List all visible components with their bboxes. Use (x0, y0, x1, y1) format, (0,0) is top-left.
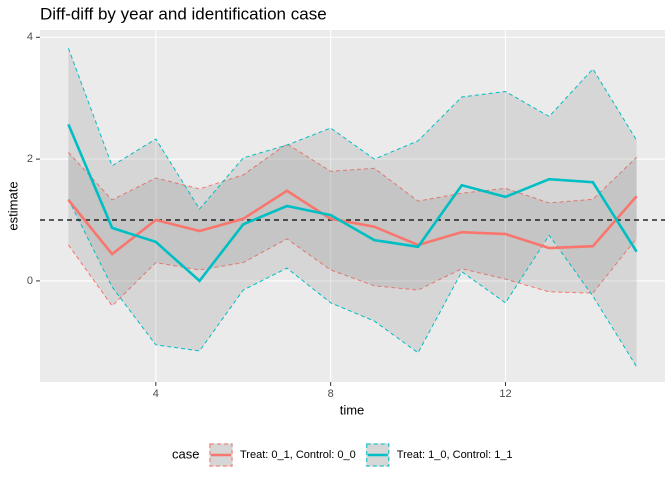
ribbon (461, 91, 506, 303)
ribbon (549, 68, 593, 297)
y-axis-label: estimate (5, 181, 20, 230)
ribbon (112, 177, 156, 306)
ribbon (112, 139, 156, 345)
lower-bound (68, 237, 637, 307)
legend-label: Treat: 1_0, Control: 1_1 (397, 449, 513, 461)
y-tick-label: 0 (27, 275, 33, 287)
ribbon (68, 152, 113, 306)
x-tick-label: 12 (499, 388, 511, 400)
panel (40, 30, 665, 382)
ribbon (418, 96, 462, 353)
x-tick-label: 8 (328, 388, 334, 400)
line (67, 123, 638, 283)
ribbon (243, 145, 287, 291)
y-tick-label: 4 (27, 31, 33, 43)
ribbon (68, 48, 113, 287)
x-axis-label: time (340, 402, 365, 417)
ribbon (374, 140, 419, 353)
upper-bound (67, 48, 638, 210)
x-tick-label: 4 (153, 388, 159, 400)
legend-title: case (172, 446, 199, 461)
ribbon (374, 168, 419, 291)
ribbon (199, 174, 244, 270)
ribbon (286, 143, 331, 270)
ribbon (330, 128, 375, 322)
legend-item: Treat: 0_1, Control: 0_0 (209, 443, 356, 467)
y-tick-label: 2 (27, 153, 33, 165)
ribbon (155, 177, 200, 270)
legend-item: Treat: 1_0, Control: 1_1 (365, 443, 513, 467)
ribbon (505, 91, 550, 303)
ribbon (592, 157, 637, 294)
upper-bound (68, 143, 637, 204)
chart-title: Diff-diff by year and identification cas… (40, 4, 327, 23)
line (67, 189, 638, 256)
ribbon (286, 128, 331, 303)
legend-label: Treat: 0_1, Control: 0_0 (240, 449, 356, 461)
ribbon (418, 193, 462, 291)
